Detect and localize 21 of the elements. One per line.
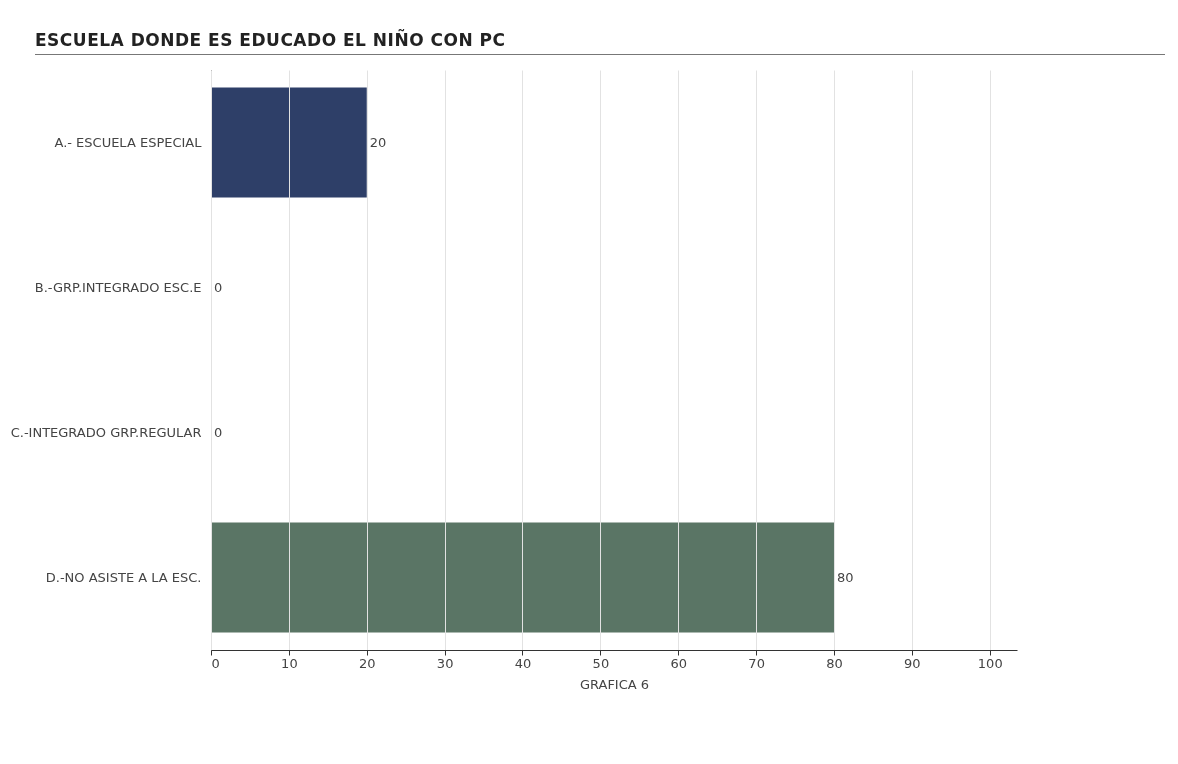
- x-tick-label: 10: [281, 655, 298, 671]
- x-tick-label: 90: [904, 655, 921, 671]
- y-tick-label: C.-INTEGRADO GRP.REGULAR: [10, 424, 202, 440]
- y-tick-label: B.-GRP.INTEGRADO ESC.E: [34, 279, 202, 295]
- x-tick-label: 70: [748, 655, 765, 671]
- data-label: 0: [214, 279, 223, 295]
- data-label: 20: [369, 134, 387, 150]
- data-label: 0: [214, 424, 223, 440]
- x-tick-label: 80: [826, 655, 843, 671]
- x-tick-label: 100: [977, 655, 1003, 671]
- y-tick-label: D.-NO ASISTE A LA ESC.: [45, 569, 202, 585]
- y-tick-label: A.- ESCUELA ESPECIAL: [54, 134, 203, 150]
- x-tick-label: 40: [514, 655, 532, 671]
- x-tick-label: 60: [670, 655, 688, 671]
- x-axis-title: GRAFICA 6: [579, 676, 650, 692]
- data-label: 80: [837, 569, 854, 585]
- x-tick-label: 0: [211, 655, 220, 671]
- x-tick-label: 20: [358, 655, 376, 671]
- x-tick-label: 50: [592, 655, 610, 671]
- x-tick-label: 30: [436, 655, 454, 671]
- chart-title: ESCUELA DONDE ES EDUCADO EL NIÑO CON PC: [35, 30, 1165, 55]
